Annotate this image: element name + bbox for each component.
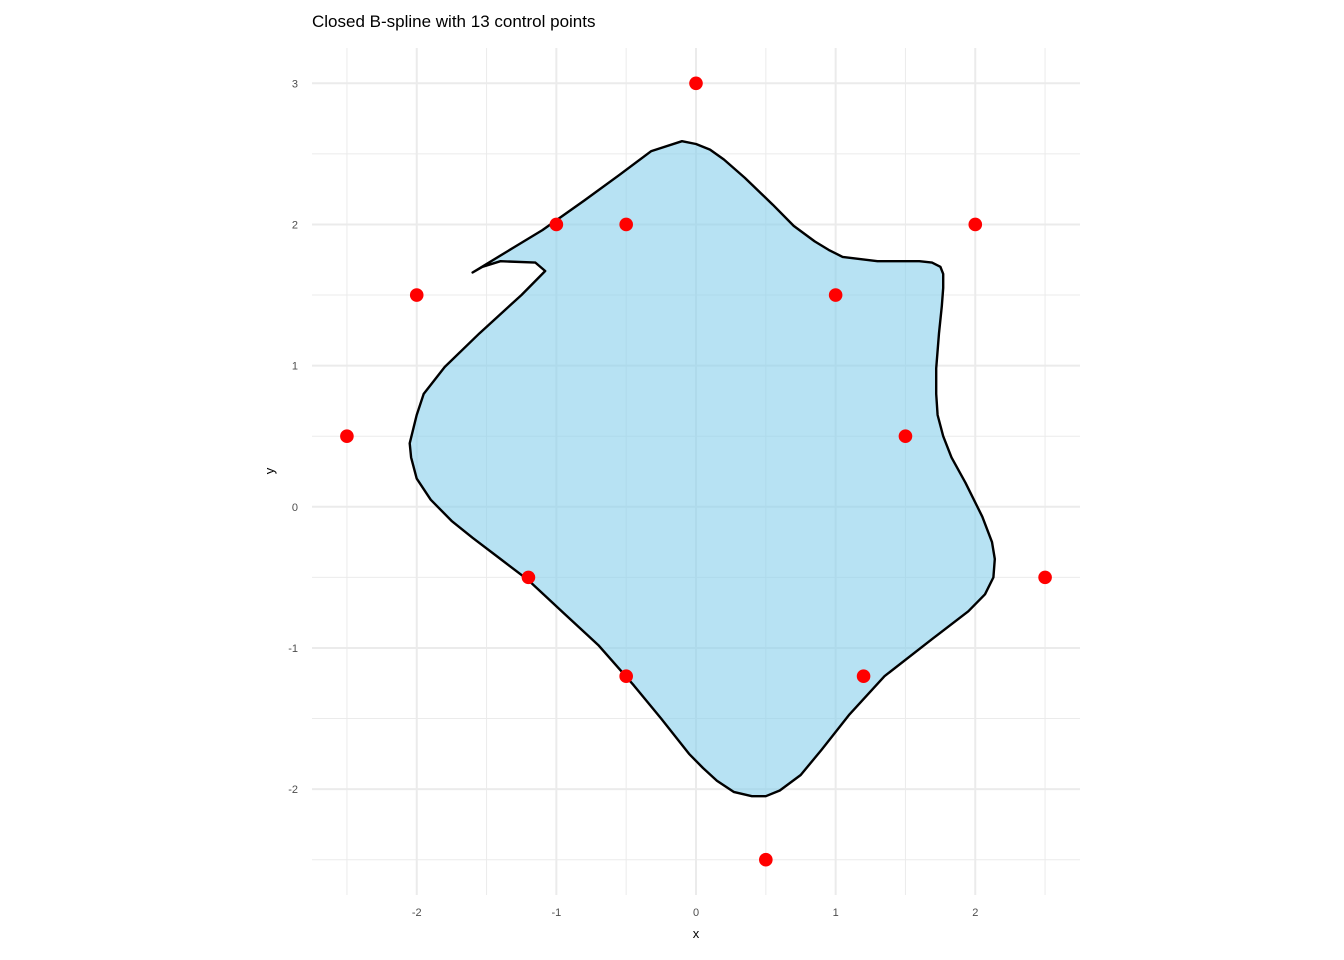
y-tick-label: -2	[288, 784, 298, 796]
y-axis-title: y	[262, 467, 277, 474]
x-tick-label: 2	[972, 907, 978, 919]
y-tick-label: 0	[292, 502, 298, 514]
control-point	[689, 76, 703, 91]
control-point	[409, 288, 424, 302]
control-point	[828, 288, 843, 302]
control-point	[619, 669, 633, 683]
y-tick-label: 1	[292, 361, 298, 373]
x-axis-ticks: -2 -1 0 1 2	[412, 907, 978, 919]
control-point	[898, 429, 913, 444]
control-point	[759, 852, 773, 867]
control-point	[856, 669, 871, 683]
y-axis-ticks: -2 -1 0 1 2 3	[288, 78, 298, 796]
y-tick-label: 2	[292, 219, 298, 231]
control-point	[521, 570, 536, 585]
spline-layer	[408, 140, 996, 798]
x-axis-title: x	[693, 926, 700, 941]
control-point	[340, 429, 354, 444]
x-tick-label: -1	[551, 907, 561, 919]
x-tick-label: 0	[693, 907, 699, 919]
x-tick-label: -2	[412, 907, 422, 919]
spline-shape	[408, 140, 996, 798]
control-point	[549, 217, 564, 232]
control-points	[340, 76, 1052, 867]
chart-title: Closed B-spline with 13 control points	[312, 12, 595, 31]
control-point	[619, 217, 633, 232]
control-point	[1038, 570, 1052, 585]
y-tick-label: 3	[292, 78, 298, 90]
y-tick-label: -1	[288, 643, 298, 655]
control-point	[968, 217, 983, 232]
x-tick-label: 1	[833, 907, 839, 919]
